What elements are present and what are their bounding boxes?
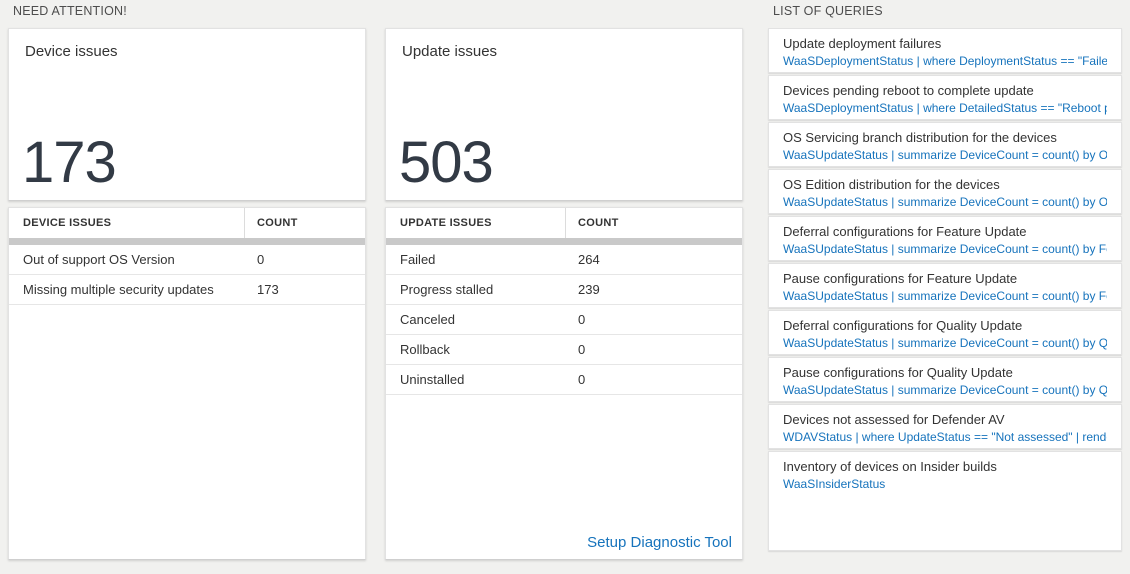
query-item[interactable]: OS Edition distribution for the devices …: [768, 169, 1122, 214]
query-title: Devices pending reboot to complete updat…: [783, 83, 1034, 98]
table-row[interactable]: Uninstalled 0: [386, 365, 742, 395]
update-issues-tile-title: Update issues: [402, 43, 498, 60]
setup-diagnostic-tool-link[interactable]: Setup Diagnostic Tool: [587, 534, 732, 551]
update-table-header: UPDATE ISSUES COUNT: [386, 208, 742, 238]
list-of-queries-header: LIST OF QUERIES: [773, 4, 883, 18]
table-row[interactable]: Canceled 0: [386, 305, 742, 335]
query-title: OS Servicing branch distribution for the…: [783, 130, 1057, 145]
query-list: Update deployment failures WaaSDeploymen…: [768, 28, 1122, 553]
query-item[interactable]: Update deployment failures WaaSDeploymen…: [768, 28, 1122, 73]
query-title: Pause configurations for Feature Update: [783, 271, 1018, 286]
need-attention-header: NEED ATTENTION!: [13, 4, 127, 18]
device-table-header: DEVICE ISSUES COUNT: [9, 208, 365, 238]
update-issue-label: Progress stalled: [400, 282, 494, 297]
device-issue-label: Out of support OS Version: [23, 252, 175, 267]
update-issues-table: UPDATE ISSUES COUNT Failed 264 Progress …: [385, 207, 743, 560]
update-issues-count: 503: [399, 130, 494, 195]
device-issue-count: 0: [257, 252, 265, 267]
device-table-header-issues: DEVICE ISSUES: [9, 208, 245, 238]
query-item[interactable]: Deferral configurations for Feature Upda…: [768, 216, 1122, 261]
query-text: WaaSInsiderStatus: [783, 477, 886, 491]
table-row[interactable]: Rollback 0: [386, 335, 742, 365]
query-item[interactable]: Deferral configurations for Quality Upda…: [768, 310, 1122, 355]
query-text: WaaSUpdateStatus | summarize DeviceCount…: [783, 242, 1107, 256]
device-issue-label: Missing multiple security updates: [23, 282, 214, 297]
query-text: WaaSUpdateStatus | summarize DeviceCount…: [783, 195, 1107, 209]
device-table-header-separator: [9, 238, 365, 245]
query-item[interactable]: Pause configurations for Quality Update …: [768, 357, 1122, 402]
query-text: WaaSDeploymentStatus | where DetailedSta…: [783, 101, 1107, 115]
table-row[interactable]: Failed 264: [386, 245, 742, 275]
query-item[interactable]: Devices pending reboot to complete updat…: [768, 75, 1122, 120]
device-issues-table: DEVICE ISSUES COUNT Out of support OS Ve…: [8, 207, 366, 560]
query-text: WaaSUpdateStatus | summarize DeviceCount…: [783, 383, 1107, 397]
query-text: WaaSUpdateStatus | summarize DeviceCount…: [783, 148, 1107, 162]
table-row[interactable]: Missing multiple security updates 173: [9, 275, 365, 305]
update-table-header-count: COUNT: [578, 217, 619, 229]
update-issue-label: Failed: [400, 252, 436, 267]
update-table-header-separator: [386, 238, 742, 245]
update-issue-count: 264: [578, 252, 600, 267]
query-title: Deferral configurations for Quality Upda…: [783, 318, 1023, 333]
device-issues-count: 173: [22, 130, 117, 195]
table-row[interactable]: Progress stalled 239: [386, 275, 742, 305]
update-issue-label: Uninstalled: [400, 372, 465, 387]
query-item[interactable]: OS Servicing branch distribution for the…: [768, 122, 1122, 167]
device-issue-count: 173: [257, 282, 279, 297]
update-issue-count: 0: [578, 372, 586, 387]
query-text: WDAVStatus | where UpdateStatus == "Not …: [783, 430, 1107, 444]
query-item[interactable]: Pause configurations for Feature Update …: [768, 263, 1122, 308]
device-table-header-count: COUNT: [257, 217, 298, 229]
query-title: Devices not assessed for Defender AV: [783, 412, 1005, 427]
query-text: WaaSUpdateStatus | summarize DeviceCount…: [783, 336, 1107, 350]
query-title: Deferral configurations for Feature Upda…: [783, 224, 1027, 239]
query-title: Pause configurations for Quality Update: [783, 365, 1013, 380]
query-title: Inventory of devices on Insider builds: [783, 459, 997, 474]
update-issues-tile[interactable]: Update issues 503: [385, 28, 743, 201]
device-issues-tile[interactable]: Device issues 173: [8, 28, 366, 201]
query-title: Update deployment failures: [783, 36, 942, 51]
update-issue-count: 0: [578, 342, 586, 357]
update-table-header-issues: UPDATE ISSUES: [386, 208, 566, 238]
table-row[interactable]: Out of support OS Version 0: [9, 245, 365, 275]
device-issues-tile-title: Device issues: [25, 43, 118, 60]
update-issue-label: Canceled: [400, 312, 455, 327]
update-issue-count: 0: [578, 312, 586, 327]
query-item[interactable]: Inventory of devices on Insider builds W…: [768, 451, 1122, 551]
update-issue-count: 239: [578, 282, 600, 297]
query-item[interactable]: Devices not assessed for Defender AV WDA…: [768, 404, 1122, 449]
query-text: WaaSDeploymentStatus | where DeploymentS…: [783, 54, 1107, 68]
query-title: OS Edition distribution for the devices: [783, 177, 1000, 192]
update-issue-label: Rollback: [400, 342, 450, 357]
query-text: WaaSUpdateStatus | summarize DeviceCount…: [783, 289, 1107, 303]
